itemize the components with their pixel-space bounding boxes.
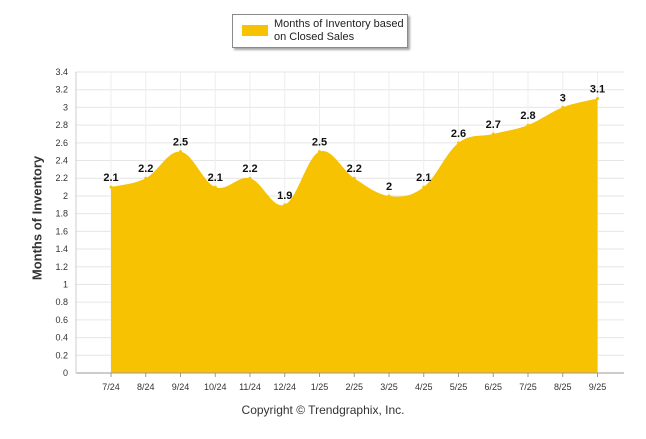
x-tick-label: 11/24 <box>239 382 261 392</box>
y-tick-label: 0 <box>63 368 68 378</box>
x-tick-label: 4/25 <box>415 382 433 392</box>
y-tick-label: 0.4 <box>55 333 68 343</box>
data-point <box>491 132 495 136</box>
legend-swatch <box>242 25 268 36</box>
data-point <box>422 185 426 189</box>
data-label: 2.1 <box>208 172 223 184</box>
y-tick-label: 0.2 <box>55 350 68 360</box>
y-tick-label: 0.8 <box>55 297 68 307</box>
x-tick-label: 2/25 <box>345 382 363 392</box>
data-point <box>179 150 182 154</box>
x-tick-label: 1/25 <box>311 382 329 392</box>
y-tick-label: 2.4 <box>55 156 68 166</box>
area-series <box>111 98 598 373</box>
data-label: 2.2 <box>242 163 257 175</box>
y-tick-label: 2.6 <box>55 138 68 148</box>
x-tick-label: 6/25 <box>484 382 502 392</box>
data-label: 2.5 <box>173 137 188 149</box>
data-label: 2.6 <box>451 128 466 140</box>
data-label: 2.1 <box>103 172 118 184</box>
y-tick-label: 1.2 <box>55 262 68 272</box>
y-tick-label: 3.4 <box>55 67 68 77</box>
x-tick-label: 3/25 <box>380 382 398 392</box>
x-tick-label: 12/24 <box>273 382 296 392</box>
y-tick-label: 1.8 <box>55 209 68 219</box>
data-point <box>144 176 148 180</box>
x-tick-label: 9/24 <box>172 382 190 392</box>
data-label: 2.5 <box>312 137 327 149</box>
data-label: 2 <box>386 181 392 193</box>
data-label: 1.9 <box>277 190 292 202</box>
data-label: 2.2 <box>138 163 153 175</box>
x-tick-label: 7/25 <box>519 382 537 392</box>
data-label: 2.2 <box>347 163 362 175</box>
y-tick-label: 0.6 <box>55 315 68 325</box>
y-tick-label: 2 <box>63 191 68 201</box>
x-tick-label: 8/24 <box>137 382 155 392</box>
data-label: 2.8 <box>520 110 535 122</box>
x-tick-label: 9/25 <box>589 382 607 392</box>
data-point <box>318 150 321 154</box>
y-tick-label: 3 <box>63 102 68 112</box>
chart-legend: Months of Inventory based on Closed Sale… <box>232 14 408 48</box>
data-point <box>596 97 599 101</box>
data-label: 3 <box>560 92 566 104</box>
x-tick-label: 8/25 <box>554 382 572 392</box>
x-tick-label: 10/24 <box>204 382 227 392</box>
y-tick-label: 1.6 <box>55 226 68 236</box>
data-point <box>109 185 113 189</box>
y-tick-label: 1 <box>63 279 68 289</box>
data-point <box>248 176 252 180</box>
data-point <box>561 105 565 109</box>
data-point <box>526 123 530 127</box>
data-label: 3.1 <box>590 84 605 96</box>
data-point <box>387 194 391 198</box>
data-label: 2.1 <box>416 172 431 184</box>
copyright-text: Copyright © Trendgraphix, Inc. <box>241 403 405 417</box>
data-label: 2.7 <box>486 119 501 131</box>
x-tick-label: 7/24 <box>102 382 120 392</box>
y-tick-label: 1.4 <box>55 244 68 254</box>
y-axis-title: Months of Inventory <box>29 155 45 281</box>
x-tick-label: 5/25 <box>450 382 468 392</box>
data-point <box>213 185 217 189</box>
legend-label: Months of Inventory based on Closed Sale… <box>274 18 404 43</box>
data-point <box>352 176 356 180</box>
data-point <box>457 141 460 145</box>
y-tick-label: 2.2 <box>55 173 68 183</box>
data-point <box>283 203 287 207</box>
y-tick-label: 2.8 <box>55 120 68 130</box>
y-tick-label: 3.2 <box>55 85 68 95</box>
